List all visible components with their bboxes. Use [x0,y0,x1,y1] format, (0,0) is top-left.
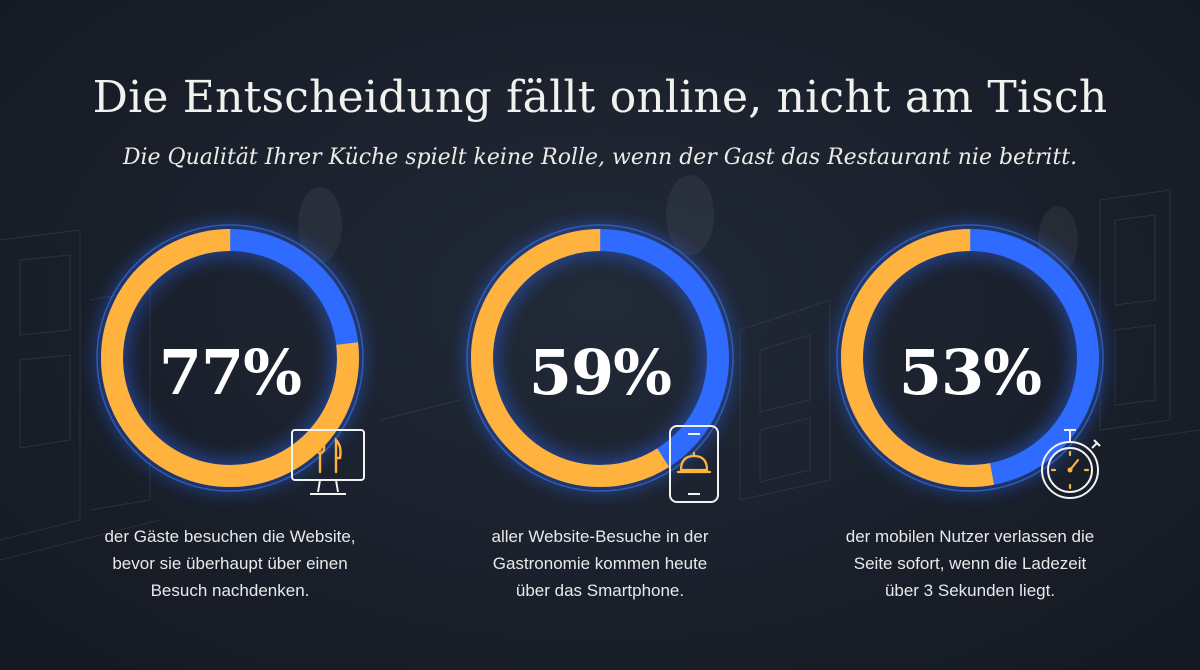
stat-description-3: der mobilen Nutzer verlassen die Seite s… [845,527,1095,600]
donut-chart-3 [836,224,1104,492]
stat-value-3: 53% [898,336,1042,409]
page-subtitle: Die Qualität Ihrer Küche spielt keine Ro… [122,145,1078,170]
stopwatch-icon [1041,429,1101,499]
donut-track-1 [96,224,364,492]
stat-card-3: 53% der mobilen Nutzer verlassen die Sei… [836,224,1140,608]
donut-share-3 [841,229,1099,487]
stat-description-2: aller Website-Besuche in der Gastronomie… [491,527,709,600]
stat-card-2: 59% aller Website-Besuche in der Gastron… [466,224,770,608]
stat-value-2: 59% [528,336,672,409]
donut-share-2 [471,229,729,487]
stat-card-1: 77% der Gäste besuchen die Website, bevo… [96,224,400,608]
smartphone-cloche-icon [669,425,719,503]
donut-chart-2 [466,224,734,492]
stat-description-1: der Gäste besuchen die Website, bevor si… [104,527,356,600]
donut-chart-1 [96,224,364,492]
donut-track-3 [836,224,1104,492]
donut-share-1 [101,229,359,487]
monitor-fork-knife-icon [291,429,365,495]
page-title: Die Entscheidung fällt online, nicht am … [92,72,1108,123]
donut-track-2 [466,224,734,492]
stat-value-1: 77% [158,336,302,409]
